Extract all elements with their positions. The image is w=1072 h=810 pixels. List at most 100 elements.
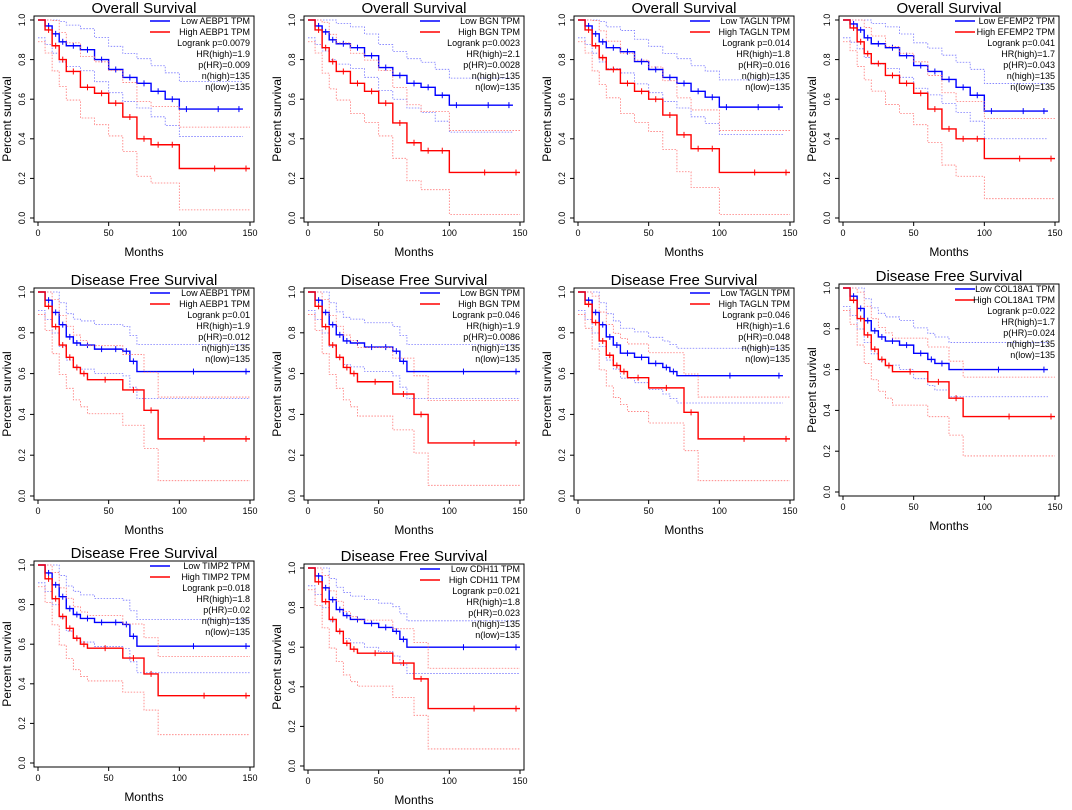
stat-line: Logrank p=0.014 <box>722 38 790 48</box>
y-tick-label: 0.2 <box>17 717 27 730</box>
stat-line: n(high)=135 <box>472 343 520 353</box>
stat-line: n(high)=135 <box>472 71 520 81</box>
x-tick-label: 0 <box>840 228 845 238</box>
km-chart-dfs-col18a1: Disease Free Survival 0.0 0.2 0.4 0.6 0.8 1.0 0… <box>805 268 1063 533</box>
ci-lower-low <box>843 37 1048 140</box>
stat-line: Logrank p=0.018 <box>182 583 250 593</box>
stat-line: p(HR)=0.023 <box>468 608 520 618</box>
x-tick-label: 0 <box>575 506 580 516</box>
plot-frame <box>303 287 525 501</box>
y-tick-label: 0.6 <box>822 93 832 106</box>
y-tick-label: 0.2 <box>557 449 567 462</box>
km-chart-dfs-bgn: Disease Free Survival 0.0 0.2 0.4 0.6 0.8 1.0 0… <box>270 272 528 537</box>
ci-lower-high <box>38 41 250 211</box>
x-tick-label: 50 <box>374 506 384 516</box>
x-tick-label: 0 <box>35 773 40 783</box>
legend-entry: Low AEBP1 TPM <box>181 288 250 298</box>
y-tick-label: 1.0 <box>287 562 297 575</box>
stat-line: p(HR)=0.048 <box>738 332 790 342</box>
x-axis-label: Months <box>664 523 703 537</box>
stat-line: n(high)=135 <box>1007 71 1055 81</box>
stat-line: n(low)=135 <box>745 354 790 364</box>
y-tick-label: 0.4 <box>287 681 297 694</box>
y-tick-label: 0.8 <box>287 601 297 614</box>
ci-upper-low <box>843 287 1048 343</box>
plot-frame <box>33 15 255 223</box>
y-tick-label: 0.4 <box>822 133 832 146</box>
y-tick-label: 0.0 <box>557 212 567 225</box>
y-axis-label: Percent survival <box>0 76 14 161</box>
y-tick-label: 0.6 <box>17 367 27 380</box>
y-tick-label: 0.0 <box>17 757 27 770</box>
y-tick-label: 0.8 <box>557 327 567 340</box>
ci-lower-high <box>578 314 790 482</box>
y-tick-label: 1.0 <box>17 14 27 27</box>
y-tick-label: 0.0 <box>822 212 832 225</box>
stat-line: n(low)=135 <box>205 354 250 364</box>
legend-entry: High AEBP1 TPM <box>179 27 250 37</box>
y-tick-label: 0.6 <box>287 93 297 106</box>
x-tick-label: 0 <box>840 502 845 512</box>
x-tick-label: 100 <box>977 502 992 512</box>
y-tick-label: 0.0 <box>17 490 27 503</box>
y-tick-label: 0.8 <box>287 53 297 66</box>
y-tick-label: 1.0 <box>287 14 297 27</box>
ci-upper-high <box>578 291 790 398</box>
x-tick-label: 150 <box>782 228 797 238</box>
y-tick-label: 0.8 <box>17 598 27 611</box>
stat-line: p(HR)=0.02 <box>203 605 250 615</box>
survival-curve-low <box>308 19 513 106</box>
y-axis-label: Percent survival <box>270 76 284 161</box>
x-tick-label: 150 <box>242 773 257 783</box>
y-tick-label: 0.6 <box>822 363 832 376</box>
y-tick-label: 0.8 <box>557 53 567 66</box>
x-tick-label: 50 <box>104 773 114 783</box>
ci-lower-low <box>38 37 243 137</box>
x-tick-label: 0 <box>35 228 40 238</box>
x-tick-label: 0 <box>305 506 310 516</box>
stat-line: n(high)=135 <box>742 71 790 81</box>
chart-title: Disease Free Survival <box>876 268 1023 285</box>
chart-title: Overall Survival <box>91 0 196 17</box>
stat-line: HR(high)=1.8 <box>196 594 250 604</box>
stat-line: HR(high)=2.1 <box>466 49 520 59</box>
stat-line: p(HR)=0.012 <box>198 332 250 342</box>
x-tick-label: 100 <box>172 506 187 516</box>
chart-title: Overall Survival <box>361 0 466 17</box>
y-tick-label: 1.0 <box>822 14 832 27</box>
plot-frame <box>838 283 1060 497</box>
chart-title: Disease Free Survival <box>611 272 758 289</box>
stat-line: HR(high)=1.8 <box>736 49 790 59</box>
stat-line: n(high)=135 <box>202 616 250 626</box>
legend-entry: Low AEBP1 TPM <box>181 16 250 26</box>
y-tick-label: 0.2 <box>287 172 297 185</box>
x-tick-label: 50 <box>104 506 114 516</box>
x-tick-label: 100 <box>172 228 187 238</box>
km-chart-dfs-cdh11: Disease Free Survival 0.0 0.2 0.4 0.6 0.8 1.0 0… <box>270 548 528 807</box>
y-tick-label: 0.2 <box>17 172 27 185</box>
y-tick-label: 0.2 <box>557 172 567 185</box>
ci-upper-high <box>843 19 1055 119</box>
x-tick-label: 0 <box>35 506 40 516</box>
ci-upper-low <box>843 19 1048 84</box>
x-tick-label: 150 <box>782 506 797 516</box>
legend-entry: Low TIMP2 TPM <box>183 561 250 571</box>
y-tick-label: 0.2 <box>17 449 27 462</box>
x-tick-label: 150 <box>1047 228 1062 238</box>
legend-entry: High COL18A1 TPM <box>973 295 1055 305</box>
y-tick-label: 0.0 <box>17 212 27 225</box>
ci-upper-low <box>38 19 243 83</box>
stat-line: n(low)=135 <box>745 82 790 92</box>
x-tick-label: 150 <box>512 776 527 786</box>
km-chart-overall-bgn: Overall Survival 0.0 0.2 0.4 0.6 0.8 1.0 0 50 100… <box>270 0 528 259</box>
legend-entry: Low CDH11 TPM <box>451 564 520 574</box>
ci-lower-high <box>38 314 250 482</box>
stat-line: n(high)=135 <box>1007 339 1055 349</box>
stat-line: HR(high)=1.7 <box>1001 49 1055 59</box>
x-axis-label: Months <box>124 523 163 537</box>
ci-lower-low <box>578 37 783 135</box>
chart-title: Overall Survival <box>896 0 1001 17</box>
stat-line: n(low)=135 <box>1010 82 1055 92</box>
x-axis-label: Months <box>124 790 163 804</box>
ci-lower-low <box>308 309 520 399</box>
